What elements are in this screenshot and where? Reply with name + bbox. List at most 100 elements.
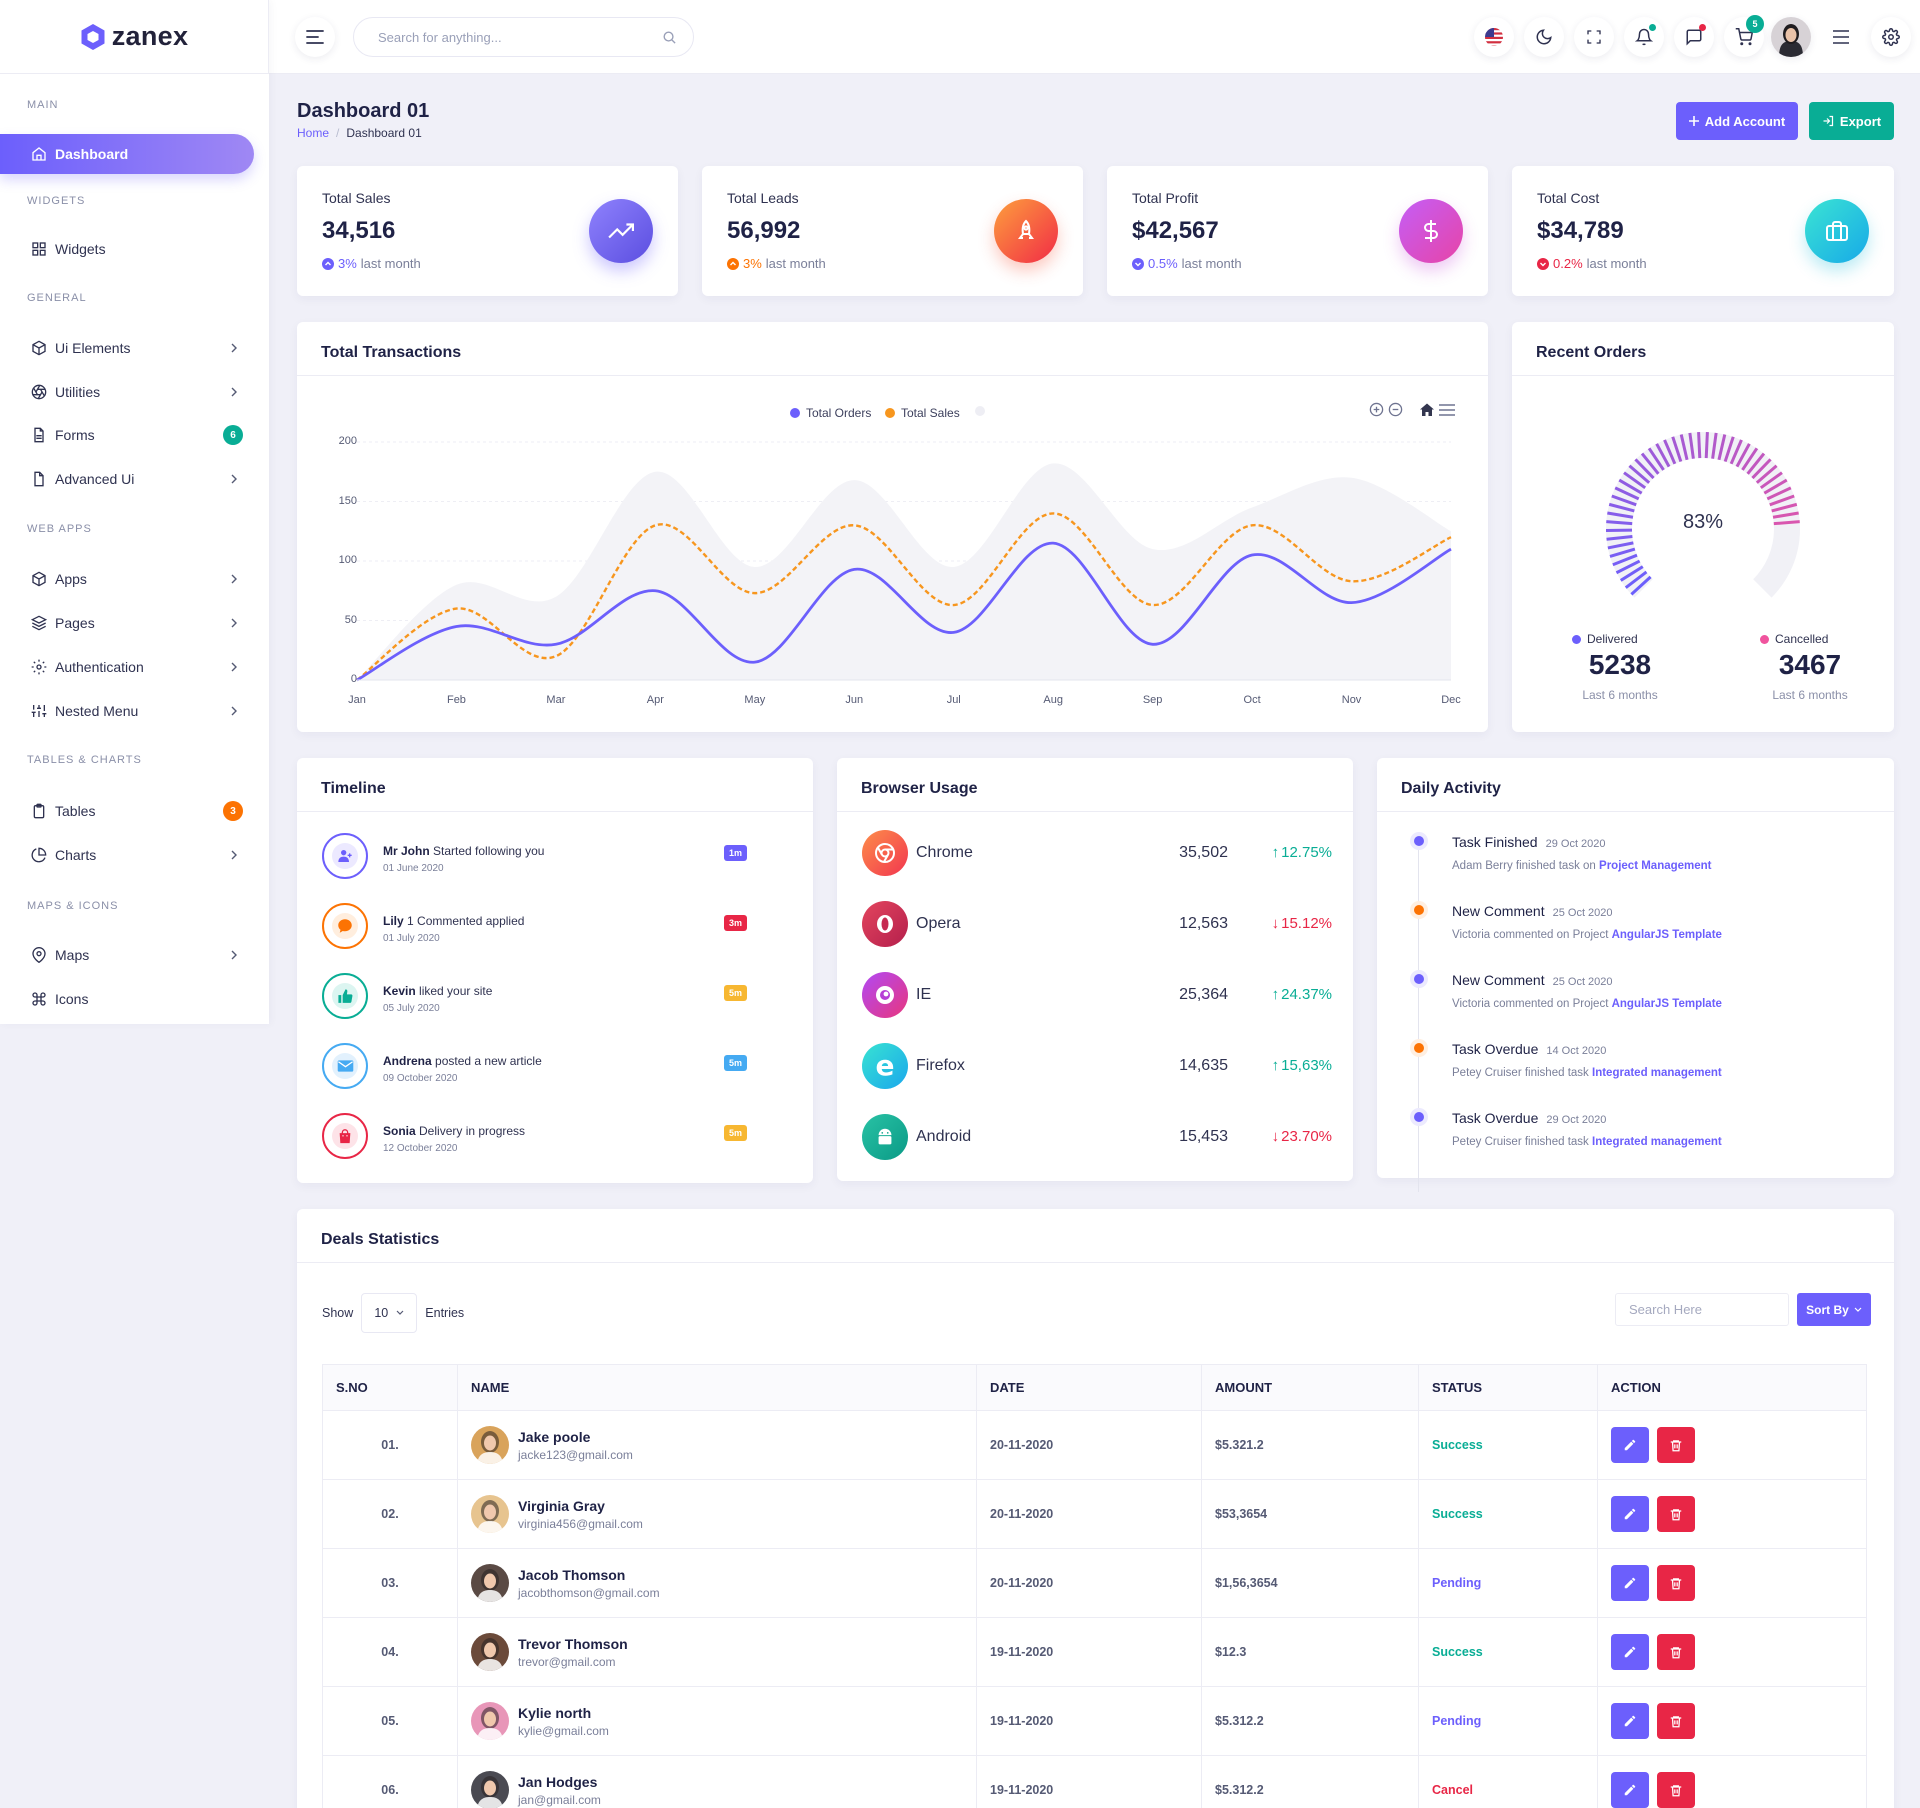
trash-icon (1669, 1507, 1683, 1522)
activity-link[interactable]: Project Management (1599, 860, 1712, 872)
legend-total-sales[interactable]: Total Sales (885, 406, 960, 420)
browser-name: Opera (916, 915, 961, 932)
activity-desc-text: Petey Cruiser finished task (1452, 1136, 1589, 1148)
delete-button[interactable] (1657, 1565, 1695, 1601)
reset-zoom-home-icon[interactable] (1419, 402, 1435, 417)
export-button[interactable]: Export (1809, 102, 1894, 140)
notifications-button[interactable] (1624, 17, 1664, 57)
gauge-tick (1711, 432, 1718, 459)
activity-desc-text: Petey Cruiser finished task (1452, 1067, 1589, 1079)
edit-button[interactable] (1611, 1565, 1649, 1601)
series-total-sales[interactable] (356, 512, 1452, 681)
activity-line (1418, 842, 1419, 1192)
messages-button[interactable] (1674, 17, 1714, 57)
sidebar-item-label: Forms (55, 427, 95, 443)
edit-button[interactable] (1611, 1427, 1649, 1463)
edit-button[interactable] (1611, 1703, 1649, 1739)
sidebar-item-ui-elements[interactable]: Ui Elements (0, 328, 269, 368)
legend-total-orders[interactable]: Total Orders (790, 406, 871, 420)
edit-button[interactable] (1611, 1634, 1649, 1670)
sidebar-item-icons[interactable]: Icons (0, 979, 269, 1019)
zoom-in-icon[interactable] (1369, 402, 1384, 417)
stat-change: 0.5% last month (1132, 256, 1242, 271)
sidebar-toggle-button[interactable] (295, 17, 335, 57)
chrome-icon (862, 830, 908, 876)
column-header-name[interactable]: NAME (457, 1364, 977, 1411)
theme-toggle-button[interactable] (1524, 17, 1564, 57)
chevron-right-icon (231, 706, 237, 716)
delivered-value: 5238 (1588, 649, 1652, 680)
sidebar-item-forms[interactable]: Forms 6 (0, 415, 269, 455)
column-header-date[interactable]: DATE (976, 1364, 1202, 1411)
column-header-amount[interactable]: AMOUNT (1201, 1364, 1419, 1411)
column-header-status[interactable]: STATUS (1418, 1364, 1598, 1411)
sidebar-item-label: Advanced Ui (55, 471, 135, 487)
gauge-tick (1755, 464, 1778, 484)
avatar[interactable] (1771, 17, 1811, 57)
arrow-up-icon: ↑ (1271, 1057, 1280, 1074)
search-icon[interactable] (662, 30, 677, 45)
person: Jan Hodges jan@gmail.com (471, 1771, 976, 1808)
entries-select[interactable]: 10 (361, 1293, 418, 1333)
series-background-area[interactable] (357, 463, 1451, 680)
sidebar-item-utilities[interactable]: Utilities (0, 372, 269, 412)
sidebar-item-advanced-ui[interactable]: Advanced Ui (0, 459, 269, 499)
language-button[interactable] (1474, 17, 1514, 57)
edit-button[interactable] (1611, 1772, 1649, 1808)
sidebar-item-widgets[interactable]: Widgets (0, 229, 269, 269)
sidebar-item-pages[interactable]: Pages (0, 603, 269, 643)
gauge-tick (1723, 436, 1735, 463)
row-actions (1611, 1634, 1866, 1670)
x-tick-label: Nov (1341, 694, 1362, 706)
timeline-avatar (322, 973, 368, 1019)
series-total-orders[interactable] (356, 541, 1452, 682)
delete-button[interactable] (1657, 1634, 1695, 1670)
search-input[interactable]: Search for anything... (353, 17, 694, 57)
sidebar-item-tables[interactable]: Tables 3 (0, 791, 269, 831)
sort-by-button[interactable]: Sort By (1797, 1293, 1871, 1326)
gauge-tick (1611, 494, 1637, 507)
activity-link[interactable]: Integrated management (1592, 1136, 1722, 1148)
delete-button[interactable] (1657, 1703, 1695, 1739)
browser-row-ie: IE 25,364 ↑ 24.37% (862, 972, 1332, 1018)
cell-status: Success (1418, 1617, 1598, 1687)
card-title: Daily Activity (1401, 780, 1501, 797)
browser-change: ↑ 24.37% (1272, 986, 1332, 1003)
activity-link[interactable]: AngularJS Template (1611, 929, 1722, 941)
activity-link[interactable]: Integrated management (1592, 1067, 1722, 1079)
column-header-action[interactable]: ACTION (1597, 1364, 1867, 1411)
sidebar-item-authentication[interactable]: Authentication (0, 647, 269, 687)
delete-button[interactable] (1657, 1496, 1695, 1532)
chevron-right-icon (231, 474, 237, 484)
cell-action (1597, 1410, 1867, 1480)
fullscreen-button[interactable] (1574, 17, 1614, 57)
cell-amount: $5.312.2 (1201, 1686, 1419, 1756)
chart-menu-icon[interactable] (1439, 403, 1455, 416)
sidebar-item-apps[interactable]: Apps (0, 559, 269, 599)
sidebar-item-maps[interactable]: Maps (0, 935, 269, 975)
breadcrumb-home[interactable]: Home (297, 126, 330, 140)
person-email: jan@gmail.com (518, 1792, 601, 1807)
cell-sno: 04. (322, 1617, 458, 1687)
deals-search-input[interactable]: Search Here (1615, 1293, 1789, 1326)
add-account-button[interactable]: Add Account (1676, 102, 1798, 140)
cart-button[interactable]: 5 (1724, 15, 1764, 57)
sidebar-item-nested-menu[interactable]: Nested Menu (0, 691, 269, 731)
table-row: 01. Jake poole jacke123@gmail.com 20-11-202… (322, 1410, 1867, 1480)
timeline-action: posted a new article (435, 1054, 542, 1068)
legend-area[interactable] (975, 406, 985, 416)
cancelled-sub: Last 6 months (1772, 688, 1848, 702)
column-header-sno[interactable]: S.NO (322, 1364, 458, 1411)
brand-logo[interactable]: zanex (0, 0, 269, 74)
edit-button[interactable] (1611, 1496, 1649, 1532)
activity-item: New Comment 25 Oct 2020 Victoria commente… (1414, 972, 1874, 1032)
activity-link[interactable]: AngularJS Template (1611, 998, 1722, 1010)
settings-button[interactable] (1871, 17, 1911, 57)
gauge-tick (1663, 439, 1677, 465)
delete-button[interactable] (1657, 1772, 1695, 1808)
delete-button[interactable] (1657, 1427, 1695, 1463)
zoom-out-icon[interactable] (1388, 402, 1403, 417)
sidebar-item-dashboard[interactable]: Dashboard (0, 134, 254, 174)
sidebar-item-charts[interactable]: Charts (0, 835, 269, 875)
apps-menu-button[interactable] (1821, 17, 1861, 57)
